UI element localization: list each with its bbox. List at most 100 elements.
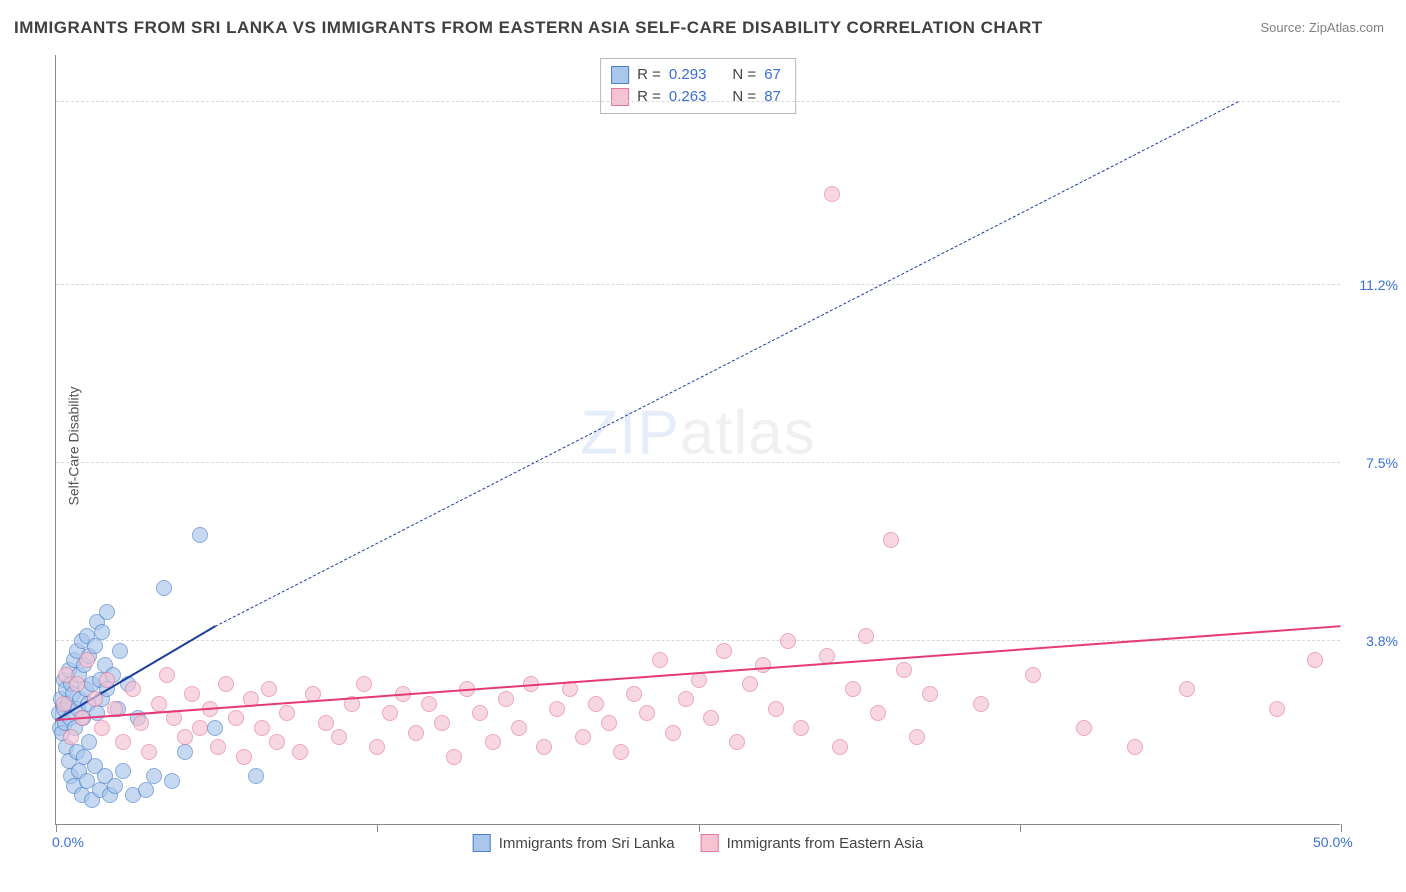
gridline bbox=[56, 462, 1340, 463]
watermark-bold: ZIP bbox=[580, 398, 679, 467]
trend-line-solid bbox=[56, 625, 1341, 721]
data-point-eastern_asia bbox=[434, 715, 450, 731]
legend-swatch bbox=[611, 88, 629, 106]
data-point-sri_lanka bbox=[115, 763, 131, 779]
watermark-thin: atlas bbox=[680, 398, 816, 467]
source-attribution: Source: ZipAtlas.com bbox=[1260, 20, 1384, 35]
source-label: Source: bbox=[1260, 20, 1308, 35]
data-point-eastern_asia bbox=[254, 720, 270, 736]
data-point-eastern_asia bbox=[472, 705, 488, 721]
data-point-eastern_asia bbox=[133, 715, 149, 731]
stats-legend: R =0.293N =67R =0.263N =87 bbox=[600, 58, 796, 114]
n-label: N = bbox=[732, 86, 756, 108]
data-point-eastern_asia bbox=[210, 739, 226, 755]
data-point-eastern_asia bbox=[485, 734, 501, 750]
data-point-sri_lanka bbox=[146, 768, 162, 784]
data-point-eastern_asia bbox=[601, 715, 617, 731]
data-point-eastern_asia bbox=[369, 739, 385, 755]
x-tick bbox=[1341, 824, 1342, 832]
data-point-sri_lanka bbox=[81, 734, 97, 750]
gridline bbox=[56, 101, 1340, 102]
chart-title: IMMIGRANTS FROM SRI LANKA VS IMMIGRANTS … bbox=[14, 18, 1043, 38]
data-point-sri_lanka bbox=[138, 782, 154, 798]
data-point-eastern_asia bbox=[279, 705, 295, 721]
data-point-sri_lanka bbox=[112, 643, 128, 659]
data-point-eastern_asia bbox=[729, 734, 745, 750]
data-point-eastern_asia bbox=[755, 657, 771, 673]
data-point-eastern_asia bbox=[79, 652, 95, 668]
data-point-eastern_asia bbox=[575, 729, 591, 745]
data-point-eastern_asia bbox=[56, 696, 72, 712]
legend-swatch bbox=[701, 834, 719, 852]
data-point-eastern_asia bbox=[883, 532, 899, 548]
gridline bbox=[56, 284, 1340, 285]
data-point-eastern_asia bbox=[69, 676, 85, 692]
data-point-eastern_asia bbox=[292, 744, 308, 760]
data-point-eastern_asia bbox=[1269, 701, 1285, 717]
data-point-eastern_asia bbox=[780, 633, 796, 649]
data-point-sri_lanka bbox=[94, 624, 110, 640]
data-point-eastern_asia bbox=[1127, 739, 1143, 755]
series-label: Immigrants from Eastern Asia bbox=[727, 835, 924, 852]
data-point-eastern_asia bbox=[793, 720, 809, 736]
x-tick bbox=[377, 824, 378, 832]
data-point-eastern_asia bbox=[192, 720, 208, 736]
data-point-eastern_asia bbox=[498, 691, 514, 707]
x-tick bbox=[1020, 824, 1021, 832]
data-point-eastern_asia bbox=[331, 729, 347, 745]
n-value: 67 bbox=[764, 64, 781, 86]
data-point-eastern_asia bbox=[261, 681, 277, 697]
data-point-eastern_asia bbox=[94, 720, 110, 736]
data-point-eastern_asia bbox=[408, 725, 424, 741]
data-point-eastern_asia bbox=[184, 686, 200, 702]
data-point-eastern_asia bbox=[151, 696, 167, 712]
data-point-eastern_asia bbox=[639, 705, 655, 721]
data-point-eastern_asia bbox=[536, 739, 552, 755]
data-point-eastern_asia bbox=[909, 729, 925, 745]
data-point-eastern_asia bbox=[870, 705, 886, 721]
data-point-eastern_asia bbox=[511, 720, 527, 736]
data-point-eastern_asia bbox=[356, 676, 372, 692]
data-point-eastern_asia bbox=[652, 652, 668, 668]
series-legend-item: Immigrants from Eastern Asia bbox=[701, 834, 924, 852]
data-point-eastern_asia bbox=[1307, 652, 1323, 668]
data-point-sri_lanka bbox=[156, 580, 172, 596]
x-tick-label: 50.0% bbox=[1313, 834, 1353, 850]
data-point-sri_lanka bbox=[164, 773, 180, 789]
data-point-eastern_asia bbox=[125, 681, 141, 697]
data-point-eastern_asia bbox=[665, 725, 681, 741]
data-point-eastern_asia bbox=[824, 186, 840, 202]
watermark: ZIPatlas bbox=[580, 397, 815, 468]
data-point-eastern_asia bbox=[613, 744, 629, 760]
n-label: N = bbox=[732, 64, 756, 86]
data-point-eastern_asia bbox=[177, 729, 193, 745]
data-point-eastern_asia bbox=[819, 648, 835, 664]
r-label: R = bbox=[637, 86, 661, 108]
data-point-eastern_asia bbox=[318, 715, 334, 731]
trend-line-dashed bbox=[215, 101, 1238, 626]
data-point-eastern_asia bbox=[446, 749, 462, 765]
data-point-sri_lanka bbox=[99, 604, 115, 620]
data-point-eastern_asia bbox=[832, 739, 848, 755]
data-point-eastern_asia bbox=[63, 729, 79, 745]
x-tick-label: 0.0% bbox=[52, 834, 84, 850]
data-point-eastern_asia bbox=[703, 710, 719, 726]
data-point-sri_lanka bbox=[177, 744, 193, 760]
data-point-eastern_asia bbox=[269, 734, 285, 750]
data-point-sri_lanka bbox=[207, 720, 223, 736]
data-point-sri_lanka bbox=[107, 778, 123, 794]
data-point-eastern_asia bbox=[716, 643, 732, 659]
stats-row: R =0.293N =67 bbox=[611, 64, 781, 86]
y-tick-label: 3.8% bbox=[1366, 633, 1398, 649]
data-point-eastern_asia bbox=[218, 676, 234, 692]
data-point-eastern_asia bbox=[382, 705, 398, 721]
stats-row: R =0.263N =87 bbox=[611, 86, 781, 108]
data-point-eastern_asia bbox=[1076, 720, 1092, 736]
series-legend-item: Immigrants from Sri Lanka bbox=[473, 834, 675, 852]
x-tick bbox=[699, 824, 700, 832]
data-point-eastern_asia bbox=[99, 672, 115, 688]
series-legend: Immigrants from Sri Lanka Immigrants from… bbox=[473, 834, 924, 852]
data-point-eastern_asia bbox=[421, 696, 437, 712]
data-point-eastern_asia bbox=[159, 667, 175, 683]
series-label: Immigrants from Sri Lanka bbox=[499, 835, 675, 852]
